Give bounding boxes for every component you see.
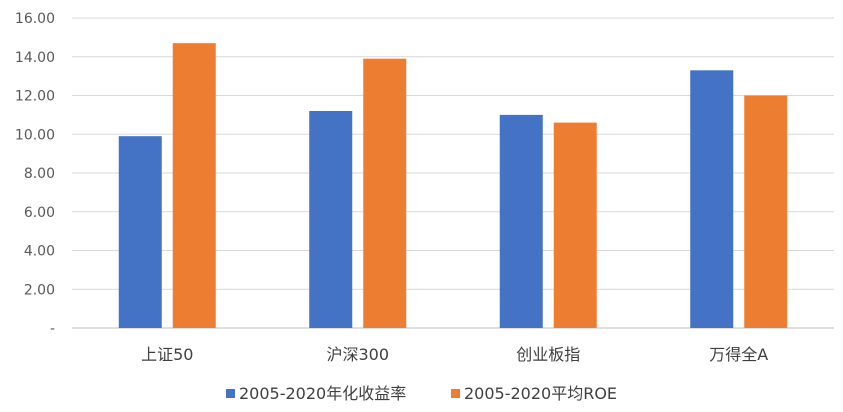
bar-2-1 [172,43,216,328]
x-category-label: 上证50 [141,345,193,364]
legend: 2005-2020年化收益率 2005-2020平均ROE [226,384,617,403]
bar-1-4 [690,70,734,328]
y-tick-label: 4.00 [24,244,55,260]
x-category-label: 创业板指 [516,345,580,364]
x-category-label: 万得全A [709,345,768,364]
bar-2-3 [553,122,597,328]
x-axis-category-labels: 上证50 沪深300 创业板指 万得全A [141,345,768,364]
y-tick-label: 10.00 [15,127,55,143]
y-tick-label: 16.00 [15,11,55,27]
legend-swatch [451,389,460,398]
bar-1-1 [118,136,162,328]
legend-swatch [226,389,235,398]
bar-1-2 [309,111,353,328]
y-tick-label: 2.00 [24,282,55,298]
bar-2-2 [363,58,407,328]
y-tick-label: 6.00 [24,205,55,221]
x-category-label: 沪深300 [326,345,389,364]
legend-label: 2005-2020平均ROE [464,384,617,403]
y-axis-tick-labels: - 2.00 4.00 6.00 8.00 10.00 12.00 14.00 16.00 [15,11,55,337]
bar-series [118,43,788,328]
bar-1-3 [499,114,543,328]
bar-2-4 [744,95,788,328]
y-tick-label: 8.00 [24,166,55,182]
y-tick-label: 12.00 [15,89,55,105]
y-tick-label: 14.00 [15,50,55,66]
y-tick-label: - [50,321,55,337]
legend-label: 2005-2020年化收益率 [239,384,406,403]
